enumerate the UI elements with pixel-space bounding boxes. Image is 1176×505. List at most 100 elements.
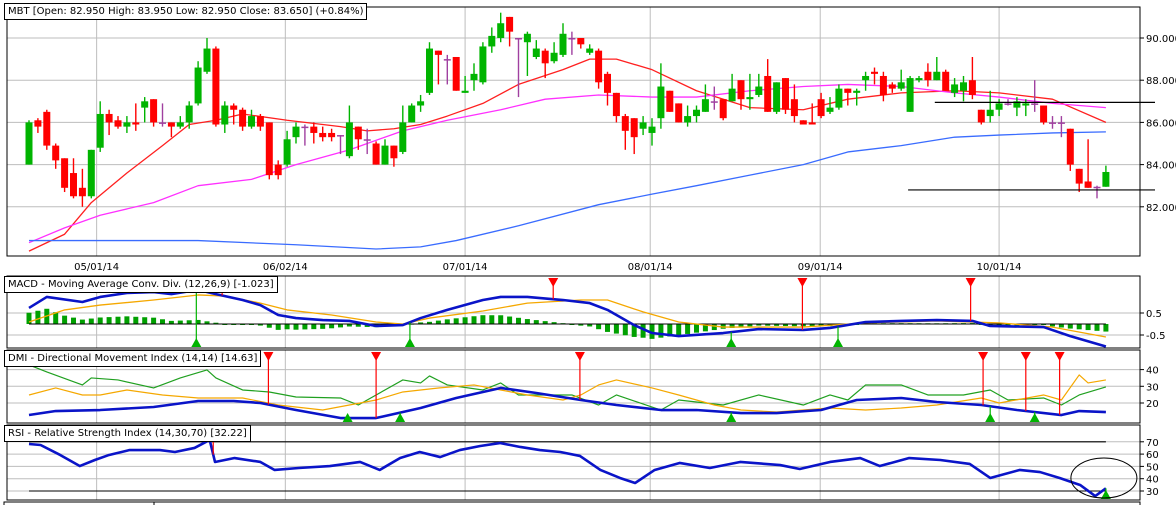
y-tick-label: 50: [1146, 462, 1159, 473]
x-tick-label: 08/01/14: [628, 262, 673, 273]
candle: [328, 128, 336, 142]
candle: [693, 105, 700, 123]
candle: [1075, 168, 1083, 193]
candle: [310, 122, 318, 144]
macd-histogram-bar: [329, 324, 335, 329]
candle: [337, 135, 344, 155]
macd-histogram-bar: [551, 322, 557, 324]
macd-histogram-bar: [106, 317, 112, 324]
macd-histogram-bar: [809, 324, 815, 327]
candle: [612, 92, 620, 123]
candle-body: [328, 132, 336, 138]
buy-signal-marker: [395, 413, 406, 422]
candle-body: [648, 126, 656, 133]
candle-body: [399, 122, 407, 152]
candle-body: [123, 122, 131, 127]
sell-signal-marker: [574, 352, 585, 361]
macd-histogram-bar: [676, 324, 682, 336]
candle: [888, 82, 896, 93]
candle: [897, 69, 905, 91]
candle-body: [248, 116, 255, 127]
rsi-panel-frame: [6, 424, 1141, 501]
candle-body: [853, 90, 861, 93]
candle-body: [488, 35, 496, 47]
buy-signal-marker: [726, 338, 737, 347]
plus-di-line: [28, 364, 1107, 411]
candle-body: [1022, 103, 1030, 106]
candle: [1049, 116, 1056, 129]
candle: [942, 69, 950, 91]
candle: [1022, 99, 1030, 117]
price-panel-frame: [6, 6, 1141, 257]
candle-body: [185, 105, 193, 123]
candle-body: [532, 48, 540, 57]
candle-body: [417, 101, 425, 106]
candle: [790, 84, 798, 123]
candle-body: [43, 111, 51, 146]
macd-histogram-bar: [578, 324, 584, 326]
candle: [550, 42, 558, 64]
macd-histogram-bar: [355, 324, 361, 327]
macd-histogram-bar: [613, 324, 619, 334]
candle: [710, 86, 718, 110]
macd-histogram-bar: [747, 324, 753, 327]
macd-histogram-bar: [694, 324, 699, 333]
candle-body: [114, 120, 122, 127]
candle-body: [1040, 105, 1048, 123]
candle: [1057, 116, 1065, 138]
candle: [479, 42, 487, 85]
candle: [159, 103, 166, 127]
candle-body: [693, 109, 700, 117]
candle: [835, 84, 843, 110]
candle-body: [141, 101, 149, 108]
candle-body: [461, 90, 469, 93]
candle: [541, 48, 549, 79]
candle-body: [78, 187, 86, 197]
macd-histogram-bar: [204, 321, 210, 324]
candle: [559, 23, 567, 57]
candle: [390, 145, 398, 167]
macd-histogram-bar: [640, 324, 646, 338]
y-tick-label: 88.000: [1146, 76, 1176, 87]
sell-signal-marker: [965, 278, 976, 287]
candle: [817, 92, 825, 119]
macd-histogram-bar: [124, 316, 130, 324]
x-tick-label: 10/01/14: [977, 262, 1022, 273]
candle: [43, 109, 51, 150]
sell-signal-marker: [263, 352, 274, 361]
candle: [853, 88, 861, 106]
candle: [684, 105, 692, 127]
candle: [408, 103, 416, 123]
candle: [399, 105, 407, 155]
candle: [105, 109, 113, 136]
macd-histogram-bar: [1103, 324, 1109, 332]
candle: [114, 116, 122, 129]
candle: [666, 90, 674, 112]
candle-body: [1075, 168, 1083, 184]
candle-body: [506, 16, 514, 32]
candle-body: [1004, 103, 1012, 105]
candle: [977, 109, 985, 125]
candle: [728, 73, 736, 102]
candle: [933, 56, 941, 81]
candle: [1031, 80, 1039, 112]
candle: [221, 101, 229, 133]
candle-body: [61, 158, 69, 188]
candle-body: [684, 116, 692, 123]
candle-body: [639, 122, 647, 129]
candle: [381, 139, 389, 165]
sell-signal-marker: [797, 278, 808, 287]
macd-histogram-bar: [346, 324, 352, 327]
candle: [799, 120, 807, 125]
candle: [532, 40, 540, 60]
candle-body: [408, 105, 416, 123]
macd-histogram-bar: [435, 320, 441, 324]
candle-body: [630, 118, 638, 138]
candle-body: [1102, 171, 1110, 187]
macd-histogram-bar: [133, 316, 139, 324]
macd-histogram-bar: [507, 316, 513, 324]
candle: [924, 63, 932, 87]
sell-signal-marker: [1020, 352, 1031, 361]
candle: [630, 118, 638, 155]
candle: [506, 16, 514, 47]
